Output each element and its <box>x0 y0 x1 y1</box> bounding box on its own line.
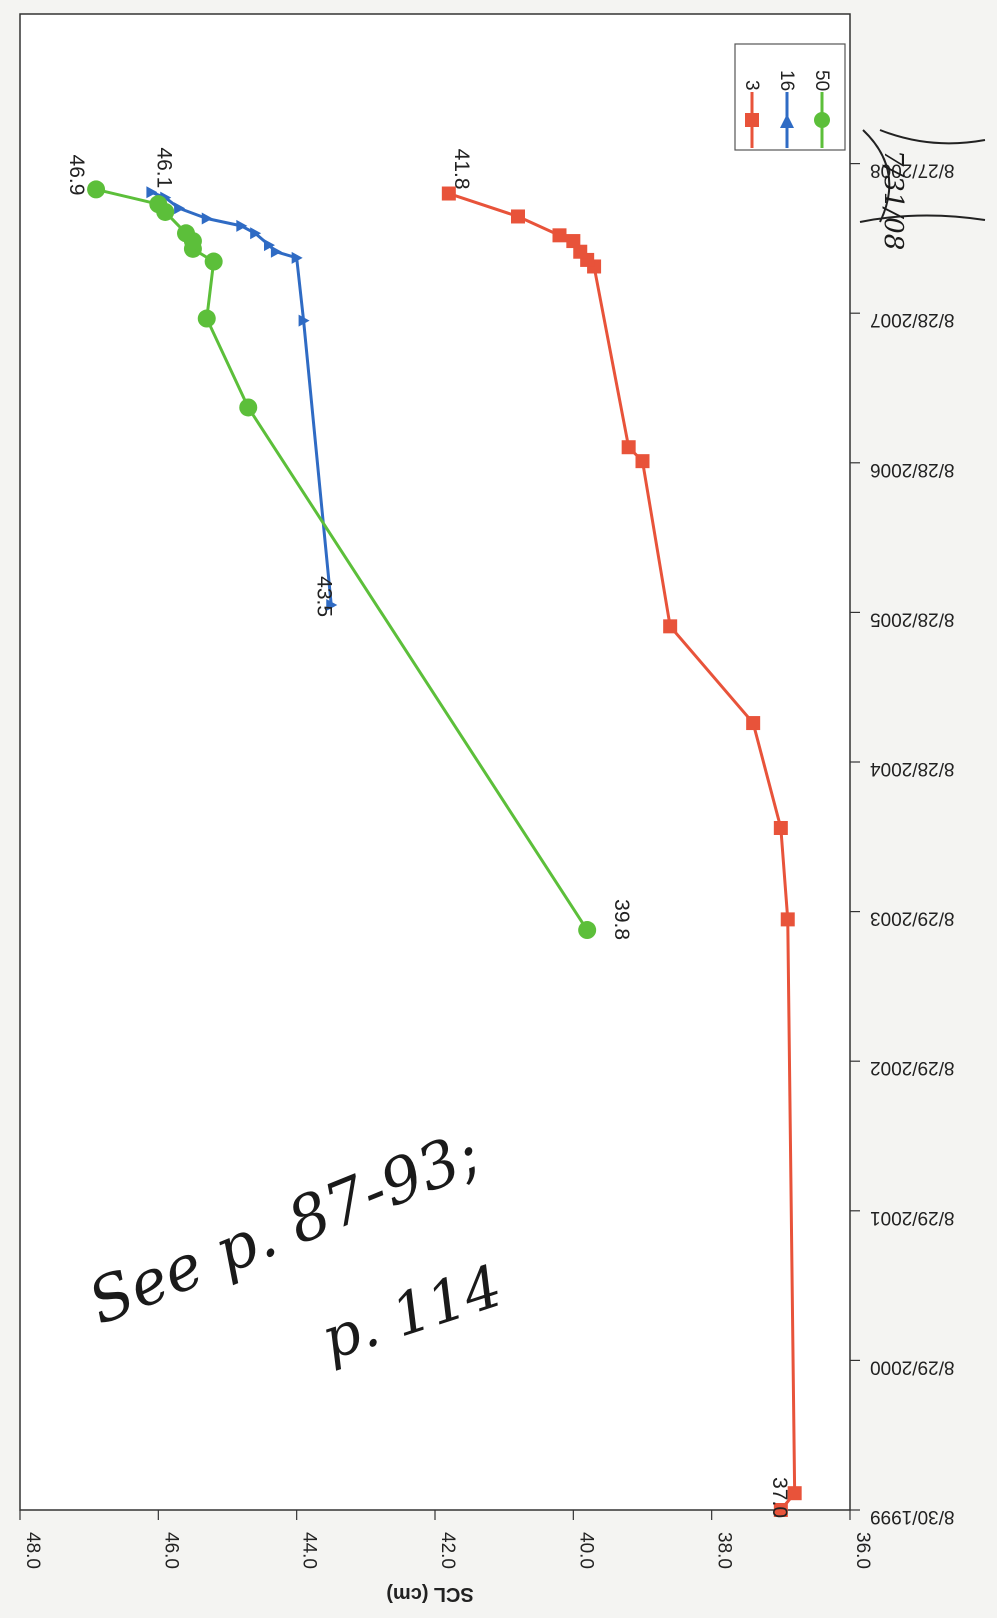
data-point-3 <box>573 244 588 259</box>
data-point-50 <box>197 309 216 328</box>
margin-note-bracket <box>859 129 986 223</box>
data-point-3 <box>635 454 650 469</box>
y-tick-label: 38.0 <box>714 1532 735 1569</box>
data-point-3 <box>746 716 761 731</box>
y-tick-label: 48.0 <box>22 1532 43 1569</box>
data-point-50 <box>578 921 597 940</box>
legend-label-16: 16 <box>776 70 797 91</box>
data-point-16 <box>201 212 213 225</box>
plot-area <box>19 13 851 1511</box>
data-label: 39.8 <box>610 899 633 940</box>
x-tick-label: 8/28/2004 <box>870 758 955 779</box>
y-axis-title: SCL (cm) <box>386 1583 473 1605</box>
data-point-50 <box>149 195 168 214</box>
x-tick-label: 8/29/2003 <box>870 908 955 929</box>
data-point-16 <box>146 186 158 199</box>
data-label: 37.0 <box>768 1477 791 1518</box>
data-point-3 <box>552 228 567 243</box>
tick-marks <box>19 163 860 1520</box>
y-tick-label: 40.0 <box>575 1532 596 1569</box>
legend-marker-50 <box>814 112 830 128</box>
legend: 3 16 50 <box>734 43 846 151</box>
data-point-16 <box>270 245 282 258</box>
data-label: 43.5 <box>312 576 335 617</box>
data-point-50 <box>177 224 195 243</box>
legend-entry-50: 50 <box>811 70 832 148</box>
y-tick-label: 36.0 <box>852 1532 873 1569</box>
data-point-16 <box>291 251 303 264</box>
y-tick-label: 44.0 <box>299 1532 320 1569</box>
data-point-16 <box>174 202 186 215</box>
x-tick-label: 8/29/2002 <box>870 1057 955 1078</box>
margin-note-text: 7/31/08 <box>878 150 908 250</box>
legend-marker-16 <box>780 114 794 128</box>
data-point-50 <box>239 398 258 417</box>
data-point-16 <box>236 219 248 232</box>
margin-note: 7/31/08 <box>859 129 986 250</box>
data-point-50 <box>204 252 223 271</box>
data-label: 46.1 <box>152 147 175 188</box>
data-point-3 <box>787 1486 802 1501</box>
x-tick-label: 8/29/2000 <box>870 1356 955 1377</box>
legend-label-3: 3 <box>741 80 762 91</box>
series-layer <box>87 180 802 1517</box>
data-point-16 <box>298 314 310 327</box>
data-point-3 <box>780 912 795 927</box>
data-point-3 <box>773 820 788 835</box>
x-tick-label: 8/29/2001 <box>870 1207 955 1228</box>
legend-entry-16: 16 <box>776 70 797 148</box>
x-tick-label: 8/30/1999 <box>870 1506 955 1527</box>
x-tick-label: 8/28/2006 <box>870 459 955 480</box>
data-point-3 <box>773 1503 788 1517</box>
x-tick-label: 8/28/2007 <box>870 309 955 330</box>
x-tick-label: 8/28/2005 <box>870 608 955 629</box>
y-tick-label: 46.0 <box>160 1532 181 1569</box>
data-label: 41.8 <box>450 149 473 190</box>
data-point-3 <box>663 619 678 634</box>
data-point-50 <box>87 180 106 199</box>
data-point-16 <box>264 239 275 252</box>
data-point-16 <box>326 599 338 612</box>
legend-label-50: 50 <box>811 70 832 91</box>
data-label: 46.9 <box>65 155 88 196</box>
data-point-3 <box>441 186 456 201</box>
legend-marker-3 <box>745 113 759 127</box>
data-point-3 <box>566 234 581 249</box>
label-layer: 36.0 38.0 40.0 42.0 44.0 46.0 48.0 8/30/1999 8/2… <box>22 147 955 1569</box>
data-point-16 <box>250 227 262 240</box>
data-point-3 <box>511 209 525 224</box>
data-point-3 <box>621 440 636 455</box>
x-tick-label: 8/27/2008 <box>870 160 955 181</box>
legend-entry-3: 3 <box>741 80 762 148</box>
y-tick-label: 42.0 <box>437 1532 458 1569</box>
